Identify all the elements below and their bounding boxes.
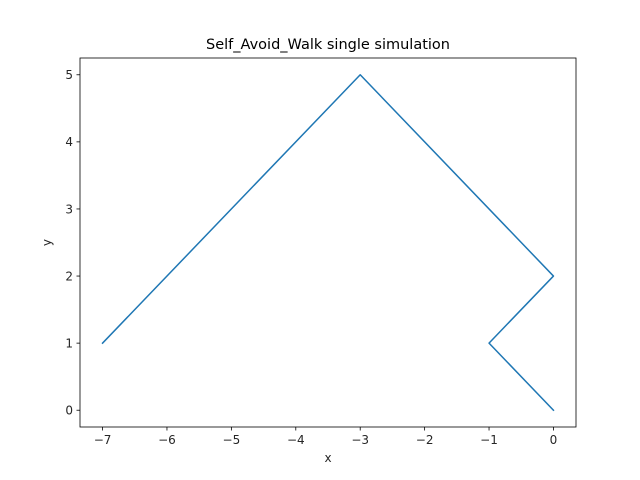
y-tick-label: 2: [65, 269, 73, 283]
y-tick-label: 1: [65, 336, 73, 350]
series-layer: [101, 74, 555, 412]
x-tick-label: −4: [287, 433, 305, 447]
y-tick-label: 0: [65, 404, 73, 418]
y-tick-label: 5: [65, 68, 73, 82]
x-tick-label: −7: [94, 433, 112, 447]
y-axis-label: y: [40, 239, 54, 246]
x-tick-label: −1: [480, 433, 498, 447]
x-tick-label: −3: [351, 433, 369, 447]
plot-area: [80, 58, 576, 427]
series-line-0: [101, 74, 555, 412]
plot-frame: [79, 57, 577, 428]
x-tick-label: 0: [550, 433, 558, 447]
x-tick-label: −5: [223, 433, 241, 447]
x-axis: −7 −6 −5 −4 −3 −2 −1 0: [94, 427, 558, 447]
x-tick-label: −2: [416, 433, 434, 447]
x-axis-label: x: [324, 451, 331, 465]
y-axis: 0 1 2 3 4 5: [65, 68, 80, 418]
y-tick-label: 4: [65, 135, 73, 149]
y-tick-label: 3: [65, 202, 73, 216]
chart-title: Self_Avoid_Walk single simulation: [206, 37, 450, 53]
x-tick-label: −6: [158, 433, 176, 447]
